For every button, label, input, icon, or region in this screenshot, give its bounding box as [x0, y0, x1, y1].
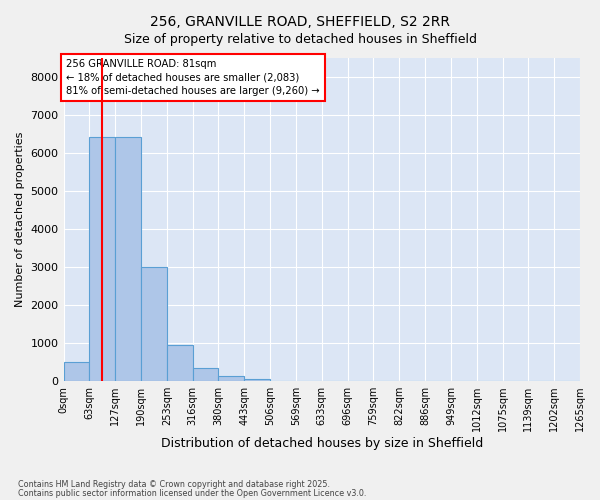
Bar [89, 138, 115, 381]
Text: Contains public sector information licensed under the Open Government Licence v3: Contains public sector information licen… [18, 490, 367, 498]
Bar [244, 379, 270, 381]
Y-axis label: Number of detached properties: Number of detached properties [15, 132, 25, 307]
Text: Size of property relative to detached houses in Sheffield: Size of property relative to detached ho… [124, 32, 476, 46]
Bar [193, 368, 218, 381]
Bar [167, 345, 193, 381]
X-axis label: Distribution of detached houses by size in Sheffield: Distribution of detached houses by size … [161, 437, 483, 450]
Text: Contains HM Land Registry data © Crown copyright and database right 2025.: Contains HM Land Registry data © Crown c… [18, 480, 330, 489]
Bar [218, 376, 244, 381]
Bar [115, 138, 141, 381]
Text: 256 GRANVILLE ROAD: 81sqm
← 18% of detached houses are smaller (2,083)
81% of se: 256 GRANVILLE ROAD: 81sqm ← 18% of detac… [66, 59, 320, 96]
Bar [64, 362, 89, 381]
Text: 256, GRANVILLE ROAD, SHEFFIELD, S2 2RR: 256, GRANVILLE ROAD, SHEFFIELD, S2 2RR [150, 15, 450, 29]
Bar [141, 267, 167, 381]
